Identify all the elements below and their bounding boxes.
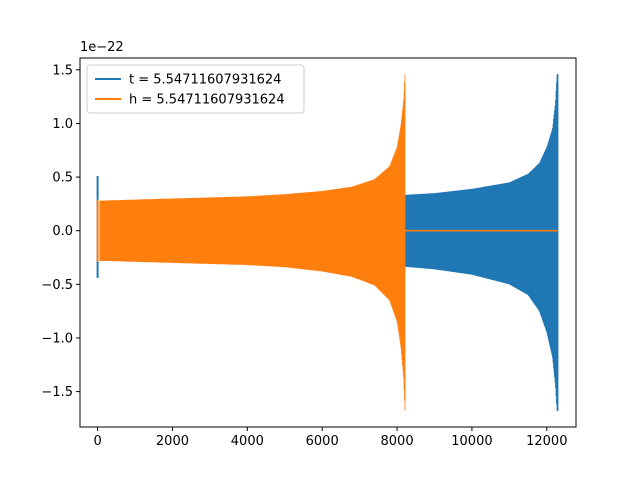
x-tick-label: 10000 [451, 434, 492, 449]
x-tick-label: 2000 [156, 434, 189, 449]
axes-frame [79, 57, 577, 428]
y-tick-label: 1.5 [52, 63, 73, 78]
y-tick-label: 1.0 [52, 117, 73, 132]
legend: t = 5.54711607931624 h = 5.54711607931624 [86, 64, 305, 114]
plot-area [96, 74, 559, 411]
x-tick-label: 8000 [381, 434, 414, 449]
legend-label-1: h = 5.54711607931624 [129, 93, 285, 108]
x-tick-label: 6000 [306, 434, 339, 449]
series-1 [96, 74, 558, 411]
y-tick-label: 0.0 [52, 224, 73, 239]
legend-label-0: t = 5.54711607931624 [129, 73, 281, 88]
axes: 0 2000 4000 6000 8000 10000 12000 −1.5 −1.0 −0.5 0… [41, 57, 577, 449]
y-tick-label: 0.5 [52, 171, 73, 186]
x-tick-label: 12000 [526, 434, 567, 449]
y-tick-label: −0.5 [41, 278, 73, 293]
y-tick-label: −1.5 [41, 385, 73, 400]
series-1-oscillation [99, 74, 406, 411]
legend-box [86, 64, 305, 114]
y-axis-offset-text: 1e−22 [80, 40, 124, 55]
x-tick-label: 0 [93, 434, 101, 449]
y-tick-label: −1.0 [41, 331, 73, 346]
x-tick-label: 4000 [231, 434, 264, 449]
